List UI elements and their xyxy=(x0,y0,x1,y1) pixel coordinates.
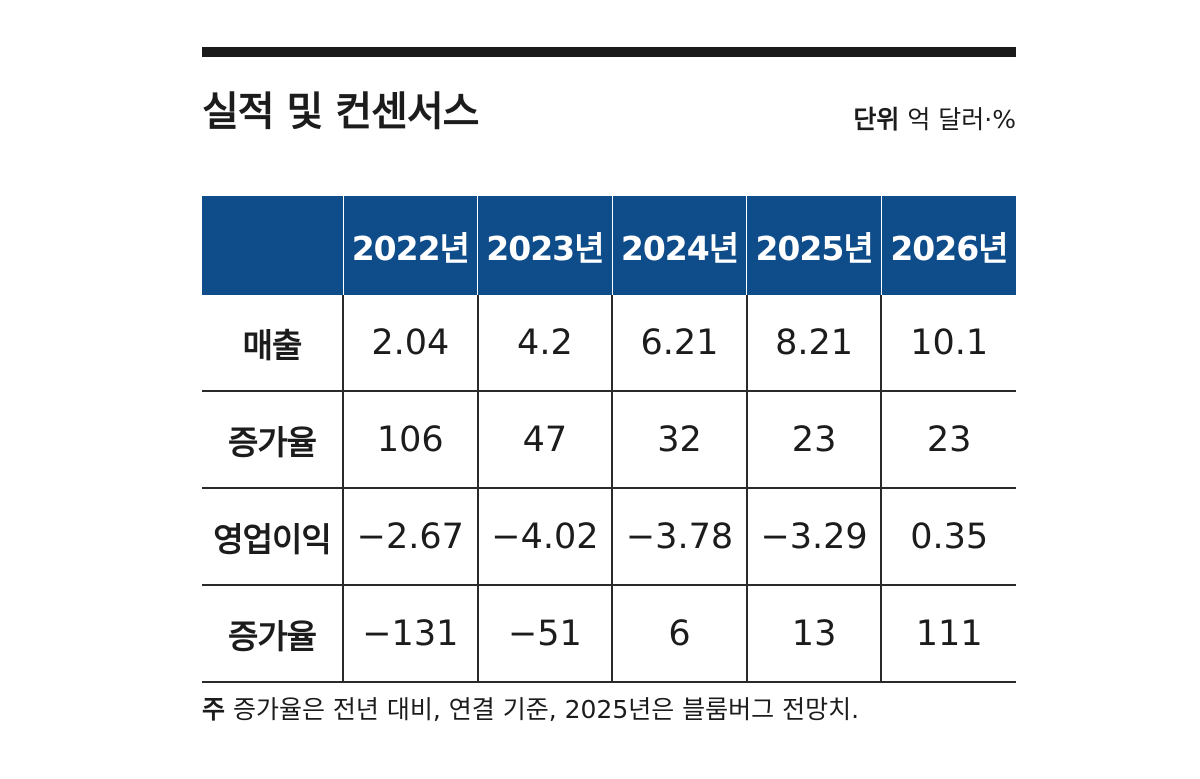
table-cell: −2.67 xyxy=(342,488,478,586)
table-cell: 4.2 xyxy=(476,295,613,392)
table-cell: −4.02 xyxy=(476,488,613,586)
row-label: 증가율 xyxy=(202,585,343,683)
unit-label-value: 억 달러·% xyxy=(907,105,1016,134)
table-row: 매출 2.04 4.2 6.21 8.21 10.1 xyxy=(202,295,1016,392)
row-label: 매출 xyxy=(202,295,343,392)
table-cell: 47 xyxy=(476,391,613,489)
table-cell: 10.1 xyxy=(880,295,1016,392)
footnote-text: 증가율은 전년 대비, 연결 기준, 2025년은 블룸버그 전망치. xyxy=(232,695,860,724)
table-cell: −3.78 xyxy=(611,488,747,586)
row-label: 영업이익 xyxy=(202,488,343,586)
table-cell: 2.04 xyxy=(342,295,478,392)
row-label: 증가율 xyxy=(202,391,343,489)
header-year: 2023년 xyxy=(477,196,613,295)
table-cell: −131 xyxy=(342,585,478,683)
table-cell: 111 xyxy=(880,585,1016,683)
chart-title: 실적 및 컨센서스 xyxy=(202,89,479,135)
table-cell: 23 xyxy=(880,391,1016,489)
table-row: 영업이익 −2.67 −4.02 −3.78 −3.29 0.35 xyxy=(202,488,1016,586)
table-cell: −51 xyxy=(476,585,613,683)
header-year: 2022년 xyxy=(342,196,478,295)
header-year: 2024년 xyxy=(611,196,747,295)
table-cell: 13 xyxy=(745,585,882,683)
data-table: 2022년 2023년 2024년 2025년 2026년 매출 2.04 4.… xyxy=(202,196,1016,683)
table-cell: 32 xyxy=(611,391,747,489)
top-rule xyxy=(202,47,1016,57)
header-corner xyxy=(202,196,343,295)
table-cell: 23 xyxy=(745,391,882,489)
unit-label: 단위 억 달러·% xyxy=(853,103,1016,137)
footnote: 주 증가율은 전년 대비, 연결 기준, 2025년은 블룸버그 전망치. xyxy=(202,693,859,727)
table-cell: 0.35 xyxy=(880,488,1016,586)
table-row: 증가율 −131 −51 6 13 111 xyxy=(202,585,1016,683)
table-cell: 106 xyxy=(342,391,478,489)
table-cell: 6.21 xyxy=(611,295,747,392)
unit-label-key: 단위 xyxy=(853,105,900,134)
table-cell: 8.21 xyxy=(745,295,882,392)
header-year: 2026년 xyxy=(880,196,1016,295)
footnote-label: 주 xyxy=(202,695,226,724)
table-cell: 6 xyxy=(611,585,747,683)
table-cell: −3.29 xyxy=(745,488,882,586)
table-row: 증가율 106 47 32 23 23 xyxy=(202,391,1016,489)
header-row: 2022년 2023년 2024년 2025년 2026년 xyxy=(202,196,1016,295)
header-year: 2025년 xyxy=(746,196,882,295)
